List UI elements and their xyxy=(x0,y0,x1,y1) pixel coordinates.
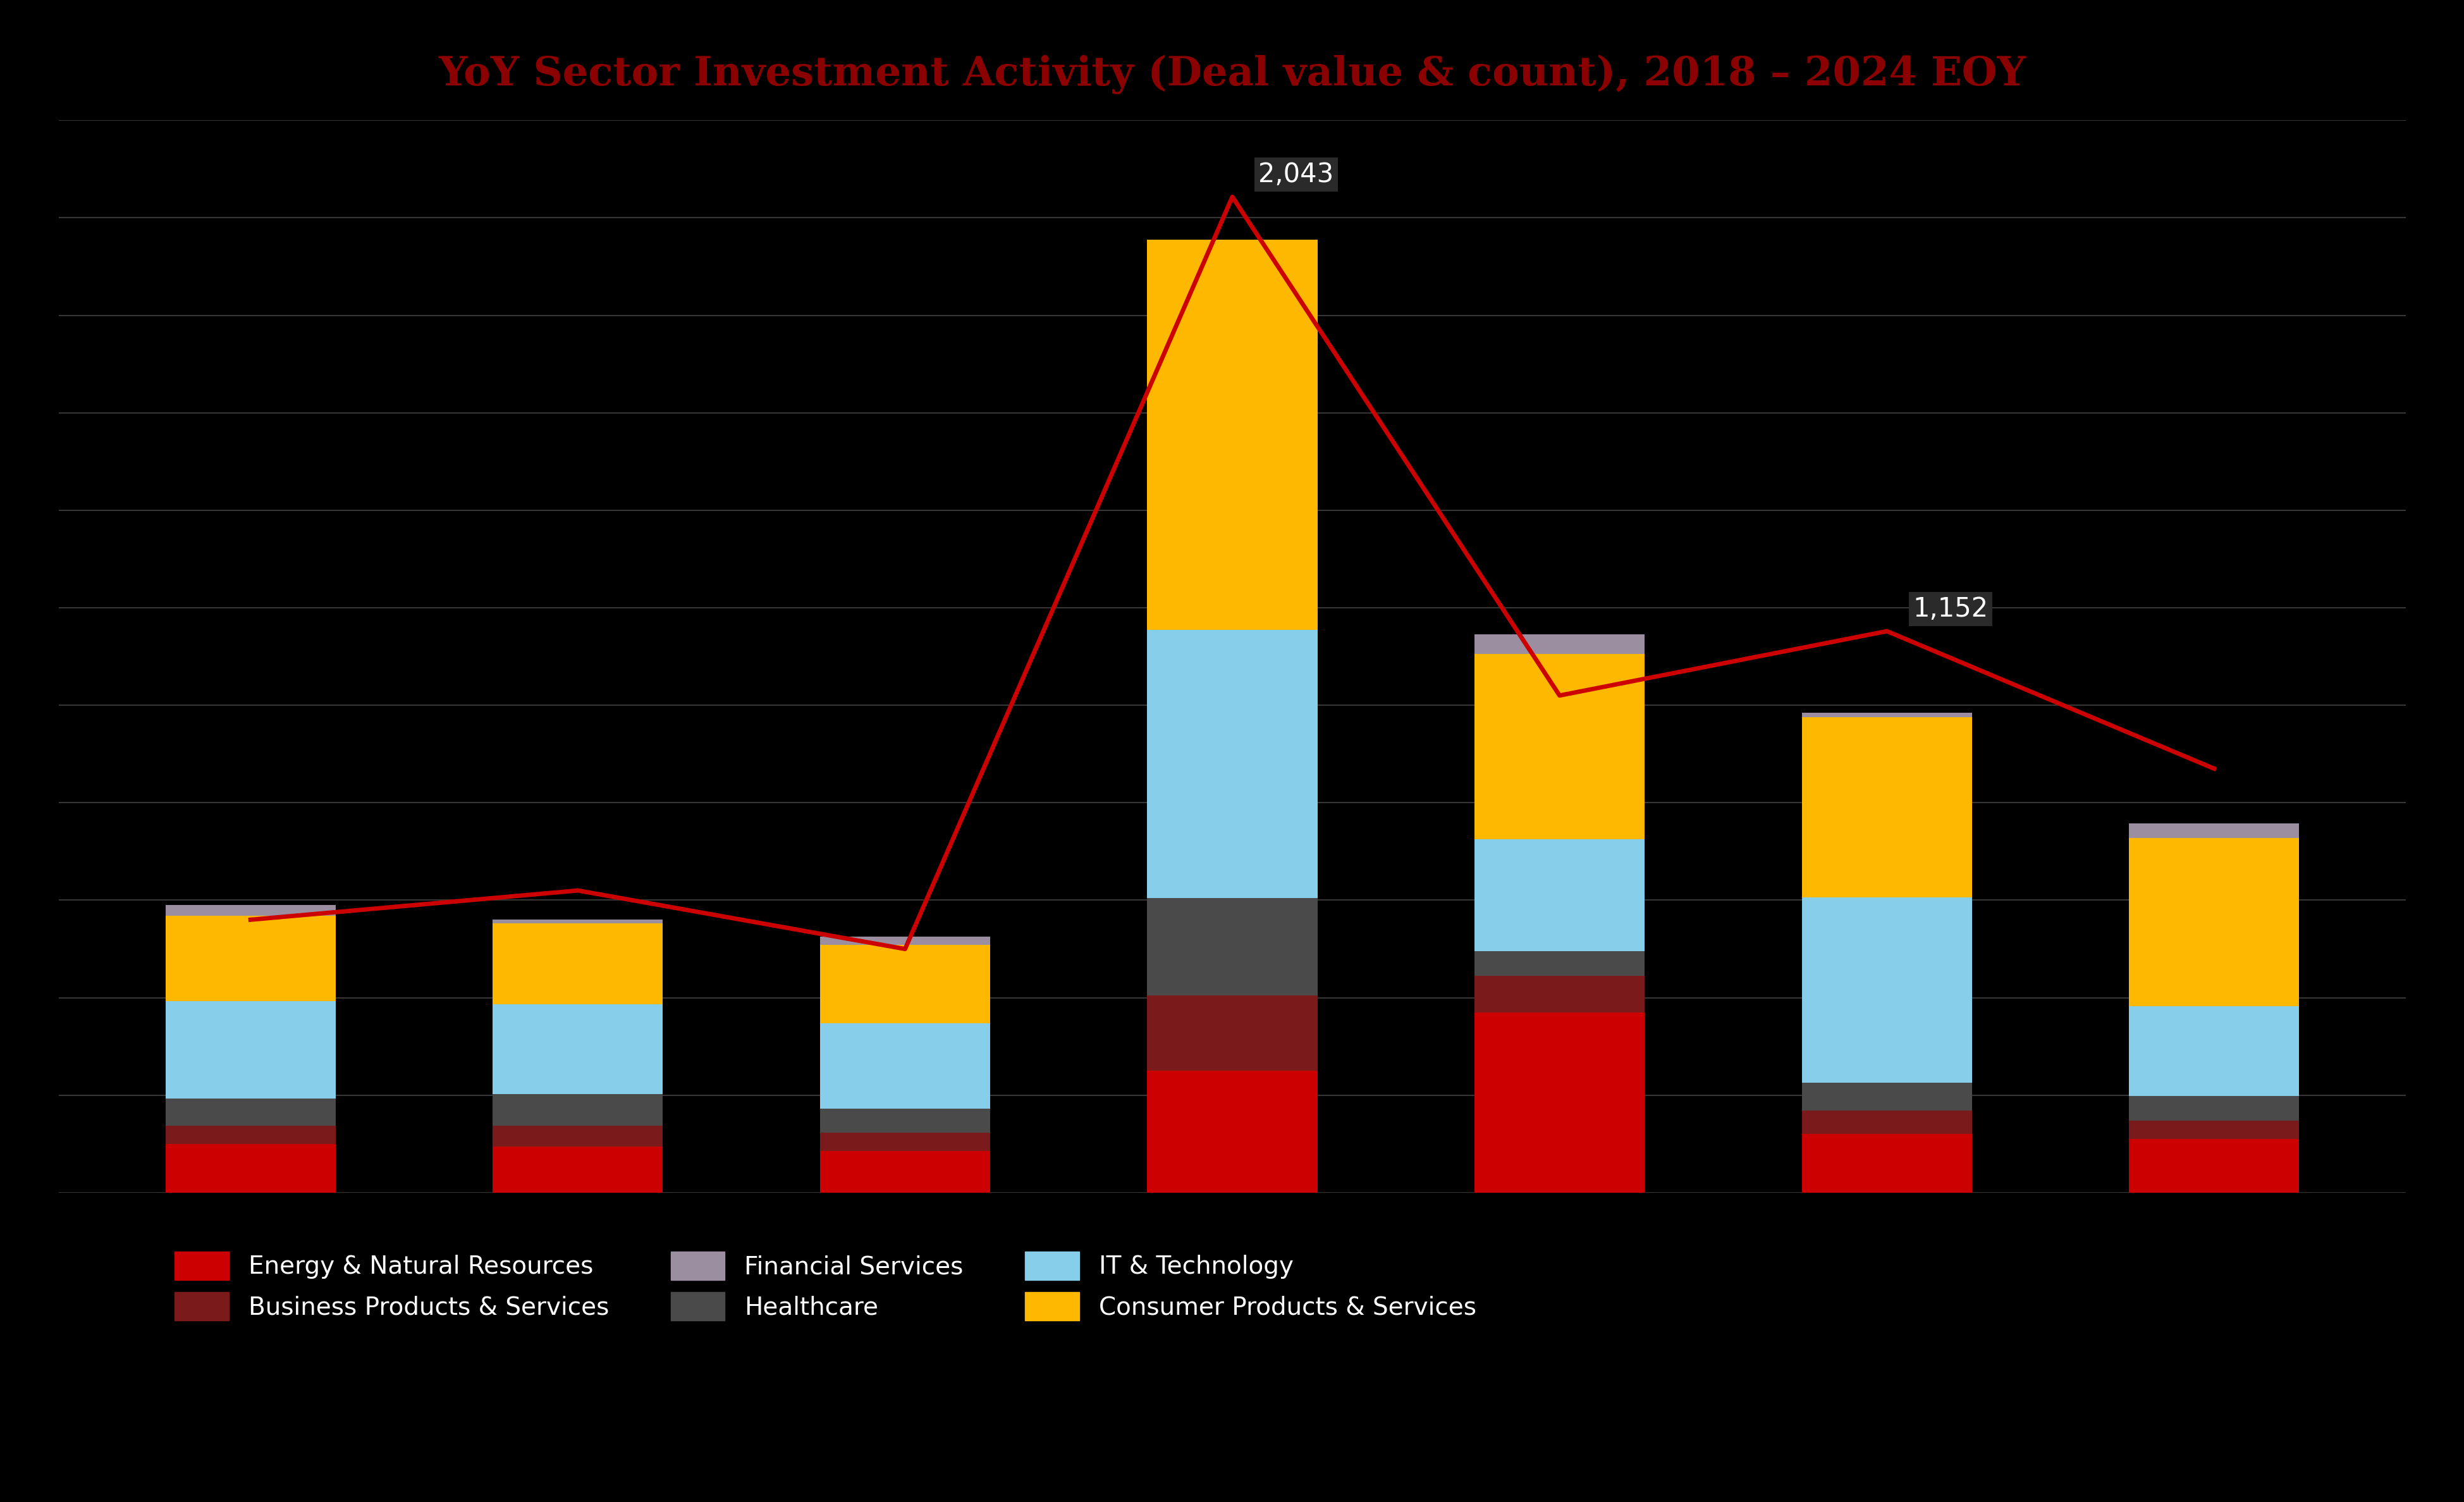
Bar xyxy=(2129,823,2299,838)
Bar xyxy=(1146,1071,1318,1193)
Bar xyxy=(493,924,663,1003)
Bar xyxy=(165,1098,335,1125)
Bar xyxy=(1801,713,1971,716)
Bar xyxy=(1146,629,1318,898)
Bar xyxy=(821,1108,991,1133)
Bar xyxy=(1801,1083,1971,1111)
Bar xyxy=(821,945,991,1023)
Legend: Energy & Natural Resources, Business Products & Services, Financial Services, He: Energy & Natural Resources, Business Pro… xyxy=(165,1242,1486,1331)
Bar xyxy=(165,1145,335,1193)
Bar xyxy=(1146,240,1318,629)
Bar xyxy=(165,916,335,1002)
Bar xyxy=(493,1095,663,1126)
Bar xyxy=(493,1126,663,1146)
Bar xyxy=(821,1151,991,1193)
Bar xyxy=(1801,1111,1971,1134)
Bar xyxy=(1473,1012,1643,1193)
Bar xyxy=(1473,653,1643,840)
Bar xyxy=(2129,1139,2299,1193)
Bar xyxy=(165,906,335,916)
Bar xyxy=(1473,840,1643,951)
Text: 1,152: 1,152 xyxy=(1912,596,1988,622)
Bar xyxy=(2129,1006,2299,1096)
Bar xyxy=(2129,838,2299,1006)
Bar xyxy=(821,1023,991,1108)
Bar xyxy=(493,1003,663,1095)
Bar xyxy=(1801,716,1971,897)
Bar xyxy=(1801,1134,1971,1193)
Title: YoY Sector Investment Activity (Deal value & count), 2018 – 2024 EOY: YoY Sector Investment Activity (Deal val… xyxy=(439,54,2025,95)
Bar xyxy=(165,1002,335,1098)
Text: 2,043: 2,043 xyxy=(1259,161,1333,188)
Bar xyxy=(165,1125,335,1145)
Bar xyxy=(821,1133,991,1151)
Bar xyxy=(1473,951,1643,976)
Bar xyxy=(1146,898,1318,996)
Bar xyxy=(1146,996,1318,1071)
Bar xyxy=(1473,634,1643,653)
Bar xyxy=(493,919,663,924)
Bar xyxy=(821,936,991,945)
Bar xyxy=(2129,1096,2299,1120)
Bar xyxy=(2129,1120,2299,1139)
Bar xyxy=(1473,976,1643,1012)
Bar xyxy=(493,1146,663,1193)
Bar xyxy=(1801,897,1971,1083)
